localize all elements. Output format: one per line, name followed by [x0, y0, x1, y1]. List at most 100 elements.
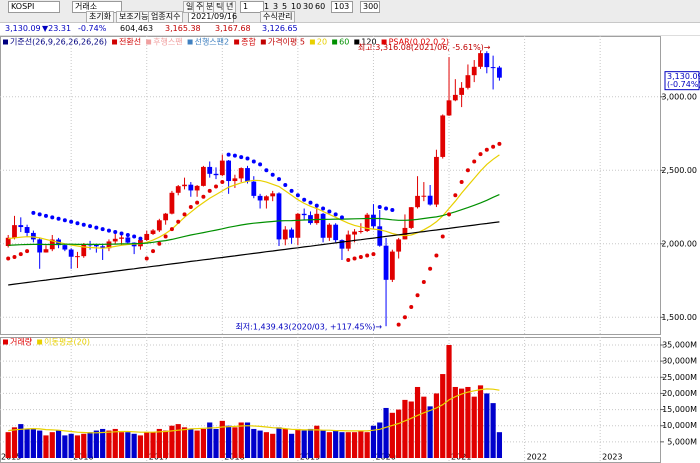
- y-tick-label: 3,000.00: [661, 92, 697, 101]
- interval-input[interactable]: 1: [240, 1, 264, 13]
- candle-body: [270, 193, 276, 197]
- psar-dot: [81, 222, 86, 227]
- candle-body: [364, 214, 370, 232]
- psar-dot: [62, 218, 67, 223]
- candle-body: [427, 195, 433, 205]
- volume-bar: [181, 427, 188, 458]
- psar-dot: [308, 200, 313, 205]
- psar-dot: [94, 225, 99, 230]
- legend-label: 이동평균(20): [44, 337, 90, 347]
- legend-swatch: [3, 339, 8, 345]
- volume-bar: [383, 407, 389, 458]
- period-button[interactable]: 년: [223, 1, 237, 13]
- psar-dot: [440, 234, 445, 239]
- candle-body: [18, 225, 24, 228]
- psar-dot: [195, 200, 200, 205]
- quote-volume: 604,463: [120, 24, 154, 33]
- code-input[interactable]: KOSPI: [8, 1, 60, 13]
- candle-body: [144, 233, 150, 240]
- psar-dot: [402, 315, 407, 320]
- volume-bar: [345, 432, 351, 458]
- volume-bar: [326, 432, 332, 458]
- volume-bar: [30, 428, 36, 458]
- x-tick-label: 2022: [527, 453, 547, 462]
- interval-button[interactable]: 1: [264, 2, 270, 11]
- psar-dot: [232, 153, 237, 158]
- candle-body: [434, 156, 439, 205]
- volume-bar: [257, 430, 263, 458]
- quote-rate: -0.74%: [78, 24, 107, 33]
- candle-body: [125, 237, 131, 243]
- volume-bar: [251, 428, 257, 458]
- candle-body: [75, 256, 80, 258]
- volume-bar: [194, 430, 200, 458]
- legend-label: 기준선(26,9,26,26,26,26): [10, 38, 107, 47]
- y-tick-label: 25,000M: [662, 373, 697, 382]
- volume-bar: [263, 432, 269, 458]
- candle-body: [308, 215, 313, 224]
- interval-button[interactable]: 30: [303, 2, 314, 11]
- legend-swatch: [187, 39, 193, 45]
- psar-dot: [465, 168, 470, 173]
- candle-body: [352, 231, 357, 235]
- candle-body: [358, 231, 364, 233]
- volume-bar: [74, 435, 81, 458]
- ma-line: [8, 221, 500, 286]
- candle-body: [408, 207, 414, 228]
- psar-dot: [50, 215, 55, 220]
- candle-body: [68, 249, 74, 257]
- candle-body: [440, 115, 446, 157]
- interval-button[interactable]: 5: [282, 2, 288, 11]
- psar-dot: [169, 227, 174, 232]
- volume-bar: [333, 430, 339, 458]
- candle-body: [301, 213, 307, 216]
- volume-ma-line: [8, 388, 500, 434]
- candle-body: [24, 227, 30, 233]
- psar-dot: [12, 255, 17, 260]
- x-tick-label: 2023: [602, 453, 622, 462]
- volume-bar: [226, 425, 232, 458]
- volume-bar: [377, 422, 383, 458]
- psar-dot: [264, 168, 269, 173]
- candle-body: [62, 245, 68, 250]
- psar-dot: [151, 249, 156, 254]
- psar-dot: [201, 194, 206, 199]
- interval-button[interactable]: 10: [291, 2, 302, 11]
- psar-dot: [377, 205, 382, 210]
- volume-bar: [477, 385, 484, 458]
- tool-button[interactable]: 초기화: [86, 11, 115, 23]
- psar-dot: [333, 212, 338, 217]
- candle-body: [263, 196, 269, 201]
- legend-swatch: [234, 39, 240, 45]
- candle-body: [257, 195, 263, 201]
- candle-body: [93, 244, 99, 247]
- interval-button[interactable]: 3: [273, 2, 279, 11]
- candle-body: [188, 184, 194, 191]
- volume-bar: [490, 403, 496, 458]
- psar-dot: [346, 257, 351, 262]
- y-tick-label: 10,000M: [662, 421, 697, 430]
- annotation-low: 최저:1,439.43(2020/03, +117.45%)→: [235, 322, 382, 332]
- tool-button[interactable]: 업종지수: [148, 11, 184, 23]
- count-input[interactable]: 103: [331, 1, 353, 13]
- psar-dot: [302, 197, 307, 202]
- psar-dot: [295, 193, 300, 198]
- volume-bar: [465, 386, 471, 458]
- legend-swatch: [309, 39, 315, 45]
- volume-bar: [351, 432, 358, 458]
- volume-bar: [282, 428, 288, 458]
- volume-bar: [232, 427, 238, 458]
- interval-button[interactable]: 60: [315, 2, 326, 11]
- volume-bar: [93, 430, 99, 458]
- candle-body: [201, 166, 206, 186]
- candle-body: [497, 67, 502, 78]
- max-input[interactable]: 300: [360, 1, 380, 13]
- candle-body: [421, 195, 427, 197]
- formula-button[interactable]: 수식관리: [260, 11, 296, 23]
- legend-label: 거래량: [10, 337, 33, 347]
- candle-body: [43, 249, 49, 253]
- candle-body: [169, 192, 175, 214]
- tool-button[interactable]: 보조기능: [116, 11, 152, 23]
- psar-dot: [239, 155, 244, 160]
- volume-bar: [314, 425, 320, 458]
